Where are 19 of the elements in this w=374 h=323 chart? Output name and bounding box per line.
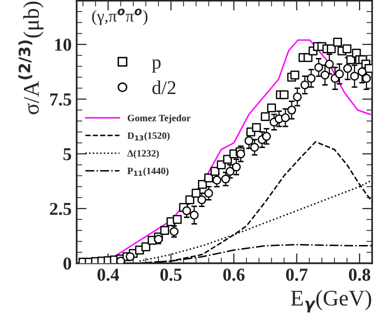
legend-label: P$_{11}$(1440) bbox=[127, 167, 168, 176]
y-tick-label: 10 bbox=[55, 38, 72, 51]
legend-label: Δ(1232) bbox=[127, 150, 159, 159]
legend-label: p bbox=[152, 59, 161, 73]
y-tick-label: 5 bbox=[64, 148, 72, 160]
legend-label: Gomez Tejedor bbox=[128, 114, 190, 124]
x-tick-label: 0.4 bbox=[98, 268, 120, 281]
y-tick-label: 2.5 bbox=[50, 202, 72, 216]
legend-label: d/2 bbox=[152, 80, 176, 94]
x-tick-label: 0.5 bbox=[160, 268, 182, 281]
x-tick-label: 0.7 bbox=[286, 268, 308, 281]
annotation: (γ,π$^{o}$π$^{o}$) bbox=[92, 8, 148, 26]
x-tick-label: 0.6 bbox=[223, 268, 245, 281]
x-tick-label: 0.8 bbox=[348, 268, 370, 281]
y-axis-title: σ/A$^{(2/3)}$(μb) bbox=[18, 2, 44, 114]
y-tick-label: 7.5 bbox=[50, 94, 72, 106]
y-tick-label: 0 bbox=[63, 258, 72, 270]
x-axis-title: E$_{γ}$(GeV) bbox=[290, 290, 372, 312]
legend-label: D$_{13}$(1520) bbox=[127, 132, 170, 141]
